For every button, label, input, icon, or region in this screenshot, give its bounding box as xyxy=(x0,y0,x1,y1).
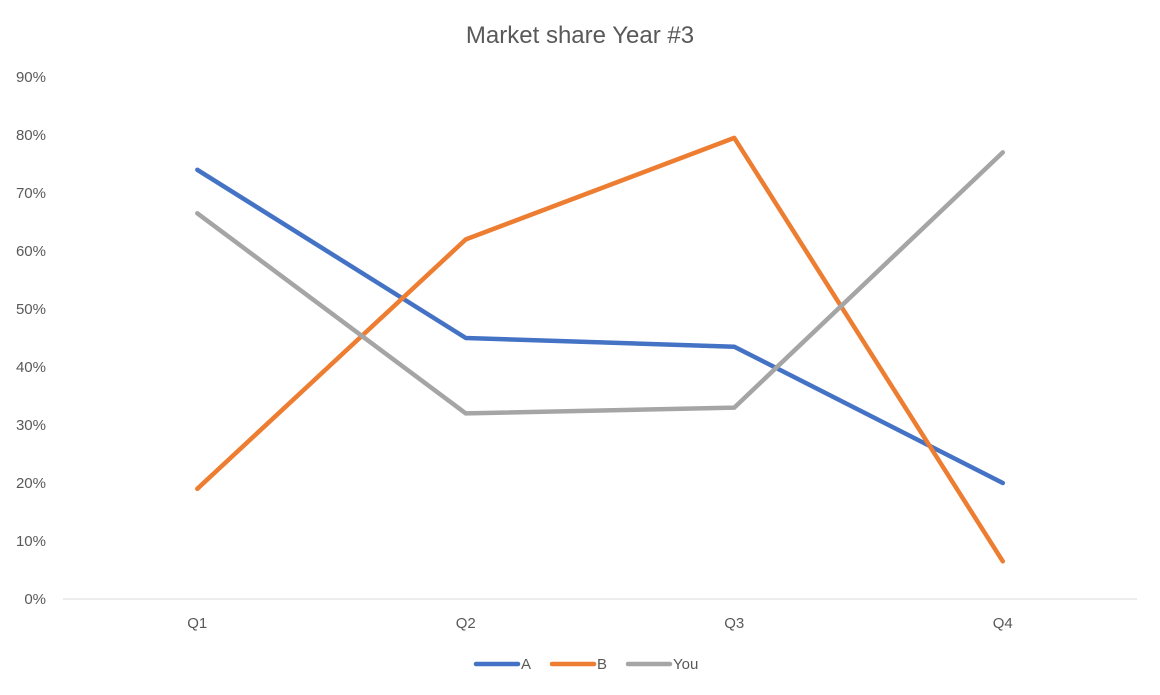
y-tick-label: 30% xyxy=(16,417,46,434)
y-tick-label: 50% xyxy=(16,301,46,318)
y-tick-label: 60% xyxy=(16,243,46,260)
series-line-b xyxy=(195,135,1006,564)
y-tick-label: 20% xyxy=(16,475,46,492)
y-tick-label: 70% xyxy=(16,185,46,202)
y-tick-label: 10% xyxy=(16,533,46,550)
chart-legend: A B You xyxy=(473,656,698,673)
series-line-a xyxy=(195,167,1006,486)
x-axis-tick-labels: Q1 Q2 Q3 Q4 xyxy=(187,615,1013,632)
y-tick-label: 40% xyxy=(16,359,46,376)
series-lines xyxy=(195,135,1006,564)
series-line-you xyxy=(195,150,1006,416)
chart-title: Market share Year #3 xyxy=(466,22,694,49)
legend-label-a: A xyxy=(521,656,531,673)
y-tick-label: 0% xyxy=(24,591,46,608)
y-tick-label: 80% xyxy=(16,127,46,144)
y-tick-label: 90% xyxy=(16,69,46,86)
x-tick-label: Q4 xyxy=(993,615,1013,632)
x-tick-label: Q2 xyxy=(456,615,476,632)
x-tick-label: Q3 xyxy=(724,615,744,632)
legend-label-b: B xyxy=(597,656,607,673)
y-axis-tick-labels: 0% 10% 20% 30% 40% 50% 60% 70% 80% 90% xyxy=(16,69,46,608)
legend-label-you: You xyxy=(673,656,698,673)
x-tick-label: Q1 xyxy=(187,615,207,632)
